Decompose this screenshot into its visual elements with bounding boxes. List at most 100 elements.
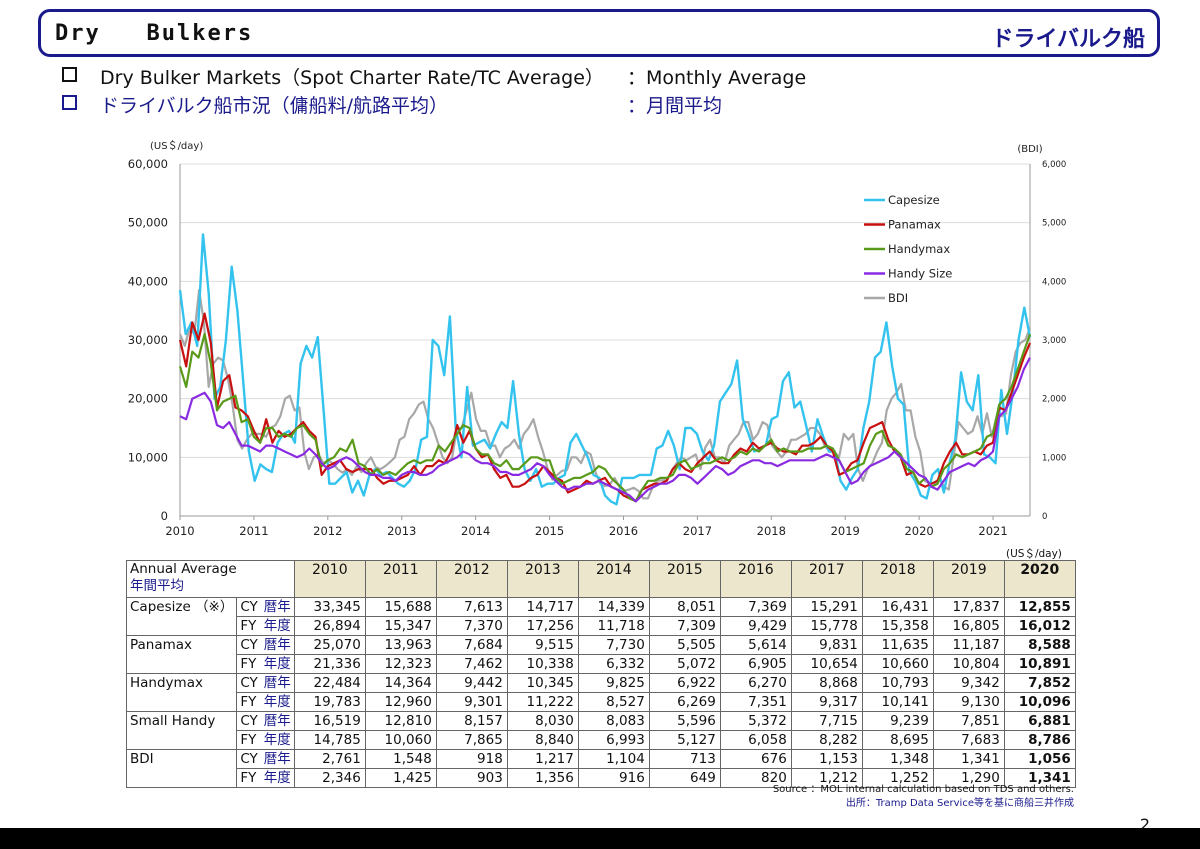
page-number: 2: [1139, 815, 1150, 834]
value-cell: 10,660: [861, 654, 934, 674]
y-tick-label: 50,000: [128, 216, 168, 230]
bottom-bar: [0, 828, 1200, 849]
value-cell: 6,993: [577, 730, 650, 750]
value-cell: 9,239: [861, 711, 934, 731]
chart-axes: 0 10,000 20,000 30,000 40,000 50,000 60,000 0 1,…: [128, 140, 1067, 538]
value-cell: 9,317: [790, 692, 863, 712]
x-tick-label: 2020: [904, 524, 933, 538]
value-cell: 13,963: [364, 635, 437, 655]
group-name: Panamax: [125, 635, 238, 674]
value-cell: 6,922: [648, 673, 721, 693]
y2-tick-label: 5,000: [1042, 219, 1066, 229]
value-cell: 1,056: [1003, 749, 1076, 769]
subtitle-en-right: ：Monthly Average: [627, 67, 807, 89]
value-cell: 9,130: [932, 692, 1005, 712]
series-line-capesize: [178, 233, 1032, 506]
header-title: Dry Bulkers: [55, 21, 254, 46]
value-cell: 676: [719, 749, 792, 769]
x-tick-label: 2010: [165, 524, 194, 538]
value-cell: 14,717: [506, 597, 579, 617]
value-cell: 9,825: [577, 673, 650, 693]
header-label-en: Annual Average: [130, 561, 237, 577]
value-cell: 16,012: [1003, 616, 1076, 636]
source-note-en: Source ：MOL internal calculation based o…: [772, 784, 1074, 795]
period-jp: 暦年: [260, 749, 295, 769]
period-jp: 暦年: [260, 635, 295, 655]
value-cell: 2,346: [293, 768, 366, 788]
table-row: Capesize （※） CY 暦年 33,345 15,688 7,613 14,717 1…: [125, 597, 1076, 636]
x-tick-label: 2019: [831, 524, 860, 538]
value-cell: 10,345: [506, 673, 579, 693]
value-cell: 10,654: [790, 654, 863, 674]
year-header: 2015: [648, 560, 721, 598]
value-cell: 11,222: [506, 692, 579, 712]
chart-legend: Capesize Panamax Handymax Handy Size BDI: [864, 193, 952, 305]
x-tick-label: 2015: [535, 524, 564, 538]
period-jp: 暦年: [260, 597, 295, 617]
value-cell: 8,083: [577, 711, 650, 731]
value-cell: 649: [648, 768, 721, 788]
value-cell: 6,058: [719, 730, 792, 750]
value-cell: 8,282: [790, 730, 863, 750]
value-cell: 7,852: [1003, 673, 1076, 693]
value-cell: 5,505: [648, 635, 721, 655]
value-cell: 10,338: [506, 654, 579, 674]
value-cell: 10,804: [932, 654, 1005, 674]
chart-lines: [178, 233, 1032, 506]
series-line-handymax: [178, 333, 1032, 503]
legend-label: Capesize: [888, 193, 940, 207]
value-cell: 33,345: [293, 597, 366, 617]
value-cell: 916: [577, 768, 650, 788]
group-name: Small Handy: [125, 711, 238, 750]
table-row: FY 年度 19,783 12,960 9,301 11,222 8,527 6,269 7,3…: [127, 692, 1076, 712]
value-cell: 19,783: [293, 692, 366, 712]
value-cell: 1,217: [506, 749, 579, 769]
period-jp: 暦年: [260, 673, 295, 693]
value-cell: 15,688: [364, 597, 437, 617]
value-cell: 713: [648, 749, 721, 769]
period-jp: 年度: [260, 768, 295, 788]
value-cell: 5,127: [648, 730, 721, 750]
value-cell: 7,730: [577, 635, 650, 655]
value-cell: 903: [435, 768, 508, 788]
period-jp: 年度: [260, 654, 295, 674]
value-cell: 7,715: [790, 711, 863, 731]
value-cell: 5,614: [719, 635, 792, 655]
right-axis-unit: (BDI): [1017, 144, 1042, 155]
x-tick-label: 2017: [683, 524, 712, 538]
value-cell: 11,187: [932, 635, 1005, 655]
value-cell: 1,290: [932, 768, 1005, 788]
value-cell: 14,785: [293, 730, 366, 750]
value-cell: 7,351: [719, 692, 792, 712]
value-cell: 7,370: [435, 616, 508, 636]
x-tick-label: 2014: [461, 524, 490, 538]
table-row: Panamax CY 暦年 25,070 13,963 7,684 9,515 7,730 5,…: [125, 635, 1076, 674]
value-cell: 7,369: [719, 597, 792, 617]
value-cell: 12,960: [364, 692, 437, 712]
value-cell: 21,336: [293, 654, 366, 674]
value-cell: 10,096: [1003, 692, 1076, 712]
value-cell: 9,831: [790, 635, 863, 655]
y-tick-label: 30,000: [128, 333, 168, 347]
legend-label: Handy Size: [888, 267, 952, 281]
value-cell: 2,761: [293, 749, 366, 769]
y-tick-label: 40,000: [128, 274, 168, 288]
group-name: BDI: [125, 749, 238, 788]
x-tick-label: 2012: [313, 524, 342, 538]
value-cell: 8,868: [790, 673, 863, 693]
value-cell: 10,141: [861, 692, 934, 712]
value-cell: 8,527: [577, 692, 650, 712]
value-cell: 8,030: [506, 711, 579, 731]
year-header: 2018: [861, 560, 934, 598]
y2-tick-label: 2,000: [1042, 395, 1066, 405]
left-axis-unit: (US＄/day): [150, 140, 203, 152]
x-tick-label: 2021: [978, 524, 1007, 538]
header-box: Dry Bulkers ドライバルク船: [38, 9, 1160, 57]
x-tick-label: 2011: [239, 524, 268, 538]
y-tick-label: 60,000: [128, 157, 168, 171]
year-header: 2020: [1003, 560, 1076, 598]
y2-tick-label: 6,000: [1042, 160, 1066, 170]
value-cell: 1,341: [932, 749, 1005, 769]
value-cell: 8,695: [861, 730, 934, 750]
series-line-bdi: [178, 289, 1032, 500]
